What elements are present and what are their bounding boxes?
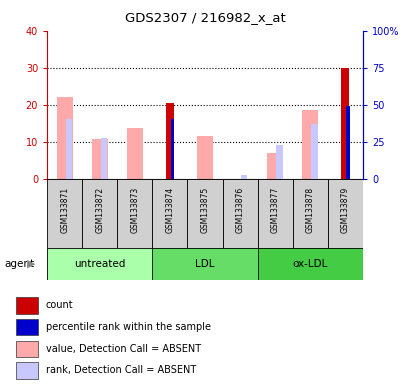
Bar xyxy=(65,119,72,179)
Text: GSM133874: GSM133874 xyxy=(165,187,174,233)
Text: GSM133877: GSM133877 xyxy=(270,187,279,233)
Text: value, Detection Call = ABSENT: value, Detection Call = ABSENT xyxy=(45,344,200,354)
Text: agent: agent xyxy=(4,259,34,269)
Bar xyxy=(16,341,38,357)
Bar xyxy=(166,103,173,179)
Bar xyxy=(222,179,257,248)
Bar xyxy=(92,139,108,179)
Bar xyxy=(82,179,117,248)
Bar xyxy=(16,362,38,379)
Text: GSM133875: GSM133875 xyxy=(200,187,209,233)
Bar xyxy=(47,179,82,248)
Text: count: count xyxy=(45,301,73,311)
Bar xyxy=(327,179,362,248)
Bar xyxy=(152,179,187,248)
Bar xyxy=(47,248,152,280)
Bar xyxy=(257,248,362,280)
Text: ▶: ▶ xyxy=(27,259,35,269)
Bar xyxy=(187,179,222,248)
Bar xyxy=(170,119,174,179)
Bar xyxy=(101,138,107,179)
Text: GDS2307 / 216982_x_at: GDS2307 / 216982_x_at xyxy=(124,12,285,25)
Bar xyxy=(292,179,327,248)
Text: untreated: untreated xyxy=(74,259,125,269)
Bar xyxy=(127,128,142,179)
Bar xyxy=(197,136,212,179)
Text: percentile rank within the sample: percentile rank within the sample xyxy=(45,322,210,332)
Bar xyxy=(152,248,257,280)
Text: ox-LDL: ox-LDL xyxy=(292,259,327,269)
Bar xyxy=(257,179,292,248)
Bar xyxy=(341,68,348,179)
Text: GSM133879: GSM133879 xyxy=(340,187,349,233)
Bar xyxy=(267,153,282,179)
Text: LDL: LDL xyxy=(195,259,214,269)
Text: rank, Detection Call = ABSENT: rank, Detection Call = ABSENT xyxy=(45,366,196,376)
Bar xyxy=(16,297,38,314)
Bar xyxy=(57,97,72,179)
Bar xyxy=(276,144,282,179)
Bar xyxy=(117,179,152,248)
Text: GSM133876: GSM133876 xyxy=(235,187,244,233)
Bar xyxy=(345,106,348,179)
Text: GSM133873: GSM133873 xyxy=(130,187,139,233)
Text: GSM133871: GSM133871 xyxy=(60,187,69,233)
Bar xyxy=(240,175,247,179)
Text: GSM133878: GSM133878 xyxy=(305,187,314,233)
Bar xyxy=(301,110,317,179)
Bar xyxy=(16,319,38,335)
Bar xyxy=(310,124,317,179)
Text: GSM133872: GSM133872 xyxy=(95,187,104,233)
